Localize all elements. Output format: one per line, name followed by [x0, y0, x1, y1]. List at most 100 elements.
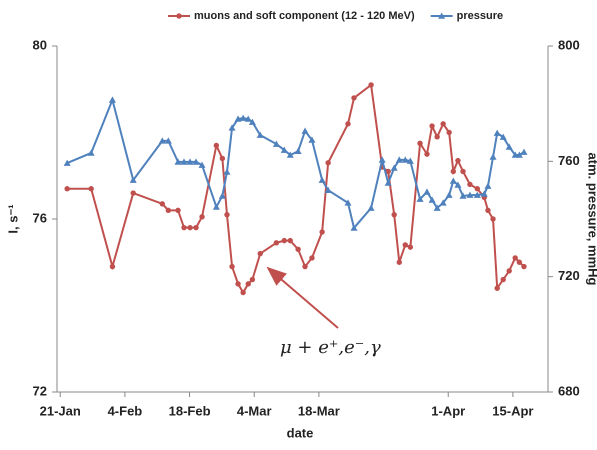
y2-tick-label: 720 — [558, 268, 580, 283]
data-point — [500, 276, 506, 283]
data-point — [378, 156, 386, 163]
data-point — [309, 255, 315, 261]
data-point — [281, 237, 287, 244]
x-tick-label: 15-Apr — [492, 403, 533, 418]
data-point — [240, 289, 246, 296]
data-point — [485, 207, 491, 214]
data-point — [257, 250, 263, 257]
data-point — [244, 115, 252, 122]
data-point — [109, 263, 116, 270]
data-point — [473, 191, 481, 198]
data-point — [302, 263, 308, 270]
y2-tick-label: 800 — [558, 37, 580, 52]
data-point — [228, 124, 236, 131]
data-point — [186, 158, 194, 165]
data-point — [286, 151, 294, 158]
data-point — [318, 176, 326, 183]
data-point — [505, 143, 513, 150]
data-point — [219, 155, 226, 162]
annotation: μ + e⁺,e⁻,γ — [280, 337, 381, 358]
data-point — [401, 156, 409, 163]
data-point — [449, 177, 457, 184]
data-point — [459, 192, 467, 199]
y2-tick-label: 680 — [558, 383, 580, 398]
data-point — [396, 259, 402, 265]
data-point — [499, 133, 507, 140]
x-tick-label: 18-Mar — [298, 403, 340, 418]
data-point — [489, 153, 497, 160]
data-point — [445, 191, 453, 198]
data-point — [433, 204, 441, 211]
data-point — [295, 246, 301, 252]
y2-axis-label: atm. pressure, mmHg — [586, 153, 597, 286]
data-point — [390, 164, 398, 171]
data-point — [223, 168, 231, 175]
data-point — [181, 224, 187, 231]
data-point — [165, 207, 172, 214]
data-point — [438, 12, 446, 19]
data-point — [350, 224, 358, 231]
data-point — [235, 281, 241, 287]
data-point — [494, 285, 500, 291]
data-point — [395, 156, 403, 163]
data-point — [176, 13, 182, 19]
data-point — [506, 268, 512, 274]
legend-label: muons and soft component (12 - 120 MeV) — [194, 10, 415, 22]
data-point — [164, 137, 172, 144]
data-point — [406, 157, 414, 164]
data-point — [158, 137, 166, 144]
data-point — [490, 216, 496, 222]
data-point — [308, 136, 316, 143]
data-point — [63, 159, 71, 166]
data-point — [416, 195, 424, 202]
data-point — [198, 161, 206, 168]
data-point — [199, 214, 205, 220]
data-point — [249, 276, 256, 283]
data-point — [520, 148, 528, 155]
data-point — [159, 201, 166, 207]
data-point — [521, 263, 527, 270]
y-axis-label: I, s⁻¹ — [5, 204, 20, 233]
x-tick-label: 4-Mar — [237, 403, 272, 418]
data-point — [218, 192, 226, 199]
data-point — [245, 281, 251, 287]
data-point — [460, 168, 466, 175]
data-point — [344, 199, 352, 206]
data-point — [319, 229, 325, 235]
data-point — [280, 146, 288, 153]
data-point — [229, 263, 235, 270]
data-point — [294, 147, 302, 155]
data-point — [385, 168, 391, 175]
data-point — [384, 179, 392, 186]
data-point — [175, 207, 181, 214]
data-point — [64, 186, 70, 192]
data-point — [466, 191, 474, 198]
data-point — [402, 242, 408, 248]
data-point — [192, 158, 200, 165]
data-point — [454, 181, 462, 188]
data-point — [130, 190, 136, 196]
data-point — [440, 121, 446, 127]
data-point — [272, 140, 280, 147]
data-point — [367, 204, 375, 211]
series-line — [67, 83, 525, 295]
data-point — [424, 151, 430, 157]
data-point — [512, 255, 518, 261]
legend-label: pressure — [457, 10, 503, 22]
data-point — [450, 168, 457, 175]
data-point — [248, 118, 256, 125]
data-point — [439, 199, 447, 206]
data-point — [474, 186, 481, 192]
data-point — [480, 190, 488, 197]
data-point — [87, 149, 95, 156]
data-point — [515, 151, 523, 158]
x-tick-label: 21-Jan — [40, 403, 81, 418]
data-point — [287, 237, 293, 244]
data-point — [407, 244, 414, 250]
data-point — [324, 186, 332, 193]
x-tick-label: 4-Feb — [108, 403, 143, 418]
data-point — [174, 158, 182, 165]
annotation-arrow — [266, 266, 339, 329]
x-tick-label: 18-Feb — [169, 403, 211, 418]
